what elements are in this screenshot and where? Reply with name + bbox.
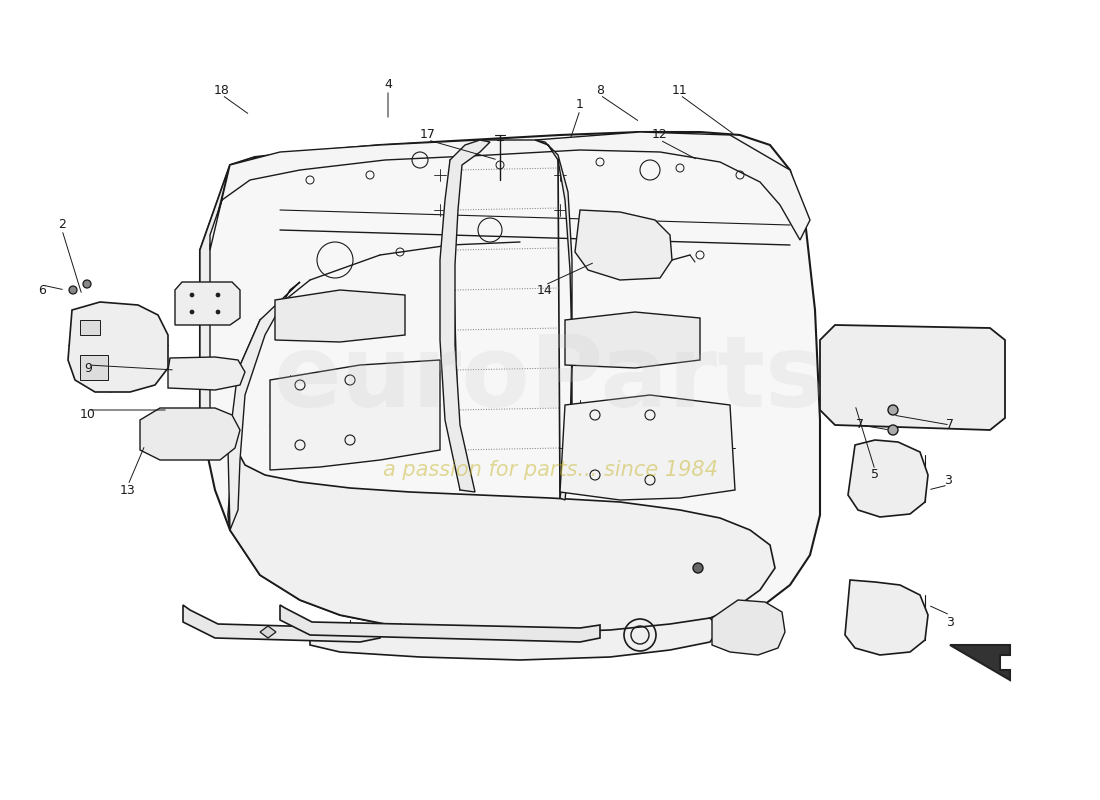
Polygon shape — [565, 312, 700, 368]
Text: 7: 7 — [946, 418, 954, 431]
Polygon shape — [200, 157, 255, 420]
Text: 7: 7 — [856, 418, 864, 431]
Text: 9: 9 — [84, 362, 92, 374]
Text: 14: 14 — [537, 283, 553, 297]
Polygon shape — [80, 320, 100, 335]
Polygon shape — [80, 355, 108, 380]
Polygon shape — [200, 132, 820, 640]
Text: 5: 5 — [871, 469, 879, 482]
Polygon shape — [575, 210, 672, 280]
Polygon shape — [260, 626, 276, 638]
Circle shape — [69, 286, 77, 294]
Circle shape — [216, 310, 220, 314]
Polygon shape — [228, 435, 776, 638]
Text: 3: 3 — [944, 474, 952, 486]
Text: euroParts: euroParts — [274, 331, 826, 429]
Circle shape — [82, 280, 91, 288]
Text: 10: 10 — [80, 409, 96, 422]
Text: 11: 11 — [672, 83, 688, 97]
Text: 1: 1 — [576, 98, 584, 111]
Polygon shape — [560, 395, 735, 500]
Circle shape — [190, 310, 194, 314]
Polygon shape — [68, 302, 168, 392]
Polygon shape — [845, 580, 928, 655]
Text: 13: 13 — [120, 483, 136, 497]
Polygon shape — [310, 618, 720, 660]
Polygon shape — [175, 282, 240, 325]
Text: a passion for parts... since 1984: a passion for parts... since 1984 — [383, 460, 717, 480]
Polygon shape — [275, 290, 405, 342]
Text: 3: 3 — [946, 615, 954, 629]
Circle shape — [190, 293, 194, 297]
Polygon shape — [210, 132, 810, 250]
Text: 2: 2 — [58, 218, 66, 231]
Polygon shape — [820, 325, 1005, 430]
Polygon shape — [183, 605, 380, 642]
Circle shape — [888, 425, 898, 435]
Text: 12: 12 — [652, 129, 668, 142]
Polygon shape — [535, 140, 572, 500]
Circle shape — [693, 563, 703, 573]
Polygon shape — [140, 408, 240, 460]
Text: 6: 6 — [39, 283, 46, 297]
Polygon shape — [712, 600, 785, 655]
Polygon shape — [228, 282, 300, 530]
Polygon shape — [440, 140, 490, 492]
Text: 18: 18 — [214, 83, 230, 97]
Circle shape — [216, 293, 220, 297]
Polygon shape — [270, 360, 440, 470]
Polygon shape — [950, 645, 1010, 680]
Text: 17: 17 — [420, 129, 436, 142]
Text: 4: 4 — [384, 78, 392, 91]
Polygon shape — [168, 357, 245, 390]
Polygon shape — [280, 605, 600, 642]
Text: 8: 8 — [596, 83, 604, 97]
Circle shape — [888, 405, 898, 415]
Polygon shape — [848, 440, 928, 517]
